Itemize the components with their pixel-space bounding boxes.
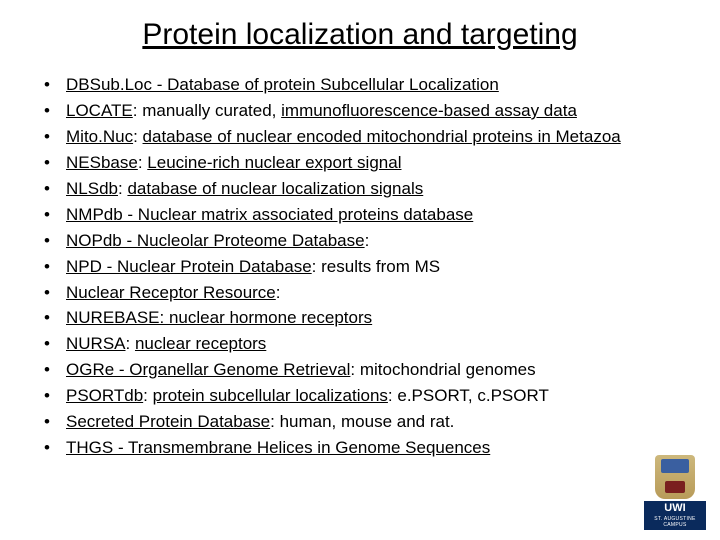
list-item: •NMPdb - Nuclear matrix associated prote… bbox=[44, 204, 684, 227]
uwi-logo: UWI ST. AUGUSTINE CAMPUS bbox=[644, 452, 706, 530]
list-item: •PSORTdb: protein subcellular localizati… bbox=[44, 385, 684, 408]
crest-icon bbox=[655, 455, 695, 499]
bullet-text: LOCATE: manually curated, immunofluoresc… bbox=[66, 100, 684, 123]
list-item: •LOCATE: manually curated, immunofluores… bbox=[44, 100, 684, 123]
bullet-marker: • bbox=[44, 152, 66, 175]
logo-sublabel: ST. AUGUSTINE CAMPUS bbox=[644, 516, 706, 530]
list-item: •THGS - Transmembrane Helices in Genome … bbox=[44, 437, 684, 460]
bullet-text: Nuclear Receptor Resource: bbox=[66, 282, 684, 305]
list-item: •NESbase: Leucine-rich nuclear export si… bbox=[44, 152, 684, 175]
list-item: •Secreted Protein Database: human, mouse… bbox=[44, 411, 684, 434]
bullet-marker: • bbox=[44, 126, 66, 149]
bullet-marker: • bbox=[44, 256, 66, 279]
bullet-marker: • bbox=[44, 411, 66, 434]
bullet-marker: • bbox=[44, 307, 66, 330]
bullet-marker: • bbox=[44, 359, 66, 382]
slide: Protein localization and targeting •DBSu… bbox=[0, 0, 720, 540]
bullet-marker: • bbox=[44, 74, 66, 97]
bullet-text: THGS - Transmembrane Helices in Genome S… bbox=[66, 437, 684, 460]
bullet-marker: • bbox=[44, 385, 66, 408]
list-item: •NLSdb: database of nuclear localization… bbox=[44, 178, 684, 201]
list-item: •OGRe - Organellar Genome Retrieval: mit… bbox=[44, 359, 684, 382]
list-item: •NUREBASE: nuclear hormone receptors bbox=[44, 307, 684, 330]
bullet-text: PSORTdb: protein subcellular localizatio… bbox=[66, 385, 684, 408]
bullet-marker: • bbox=[44, 437, 66, 460]
page-title: Protein localization and targeting bbox=[36, 18, 684, 52]
list-item: •Nuclear Receptor Resource: bbox=[44, 282, 684, 305]
bullet-text: DBSub.Loc - Database of protein Subcellu… bbox=[66, 74, 684, 97]
bullet-list: •DBSub.Loc - Database of protein Subcell… bbox=[36, 74, 684, 460]
list-item: •NURSA: nuclear receptors bbox=[44, 333, 684, 356]
bullet-text: OGRe - Organellar Genome Retrieval: mito… bbox=[66, 359, 684, 382]
list-item: •NPD - Nuclear Protein Database: results… bbox=[44, 256, 684, 279]
bullet-marker: • bbox=[44, 230, 66, 253]
bullet-marker: • bbox=[44, 178, 66, 201]
list-item: •DBSub.Loc - Database of protein Subcell… bbox=[44, 74, 684, 97]
bullet-text: NLSdb: database of nuclear localization … bbox=[66, 178, 684, 201]
bullet-text: NUREBASE: nuclear hormone receptors bbox=[66, 307, 684, 330]
list-item: •NOPdb - Nucleolar Proteome Database: bbox=[44, 230, 684, 253]
bullet-text: Secreted Protein Database: human, mouse … bbox=[66, 411, 684, 434]
bullet-marker: • bbox=[44, 204, 66, 227]
list-item: •Mito.Nuc: database of nuclear encoded m… bbox=[44, 126, 684, 149]
bullet-text: NOPdb - Nucleolar Proteome Database: bbox=[66, 230, 684, 253]
bullet-marker: • bbox=[44, 100, 66, 123]
logo-label: UWI bbox=[644, 501, 706, 516]
bullet-text: NPD - Nuclear Protein Database: results … bbox=[66, 256, 684, 279]
bullet-marker: • bbox=[44, 282, 66, 305]
bullet-text: Mito.Nuc: database of nuclear encoded mi… bbox=[66, 126, 684, 149]
bullet-text: NURSA: nuclear receptors bbox=[66, 333, 684, 356]
bullet-text: NESbase: Leucine-rich nuclear export sig… bbox=[66, 152, 684, 175]
bullet-marker: • bbox=[44, 333, 66, 356]
bullet-text: NMPdb - Nuclear matrix associated protei… bbox=[66, 204, 684, 227]
